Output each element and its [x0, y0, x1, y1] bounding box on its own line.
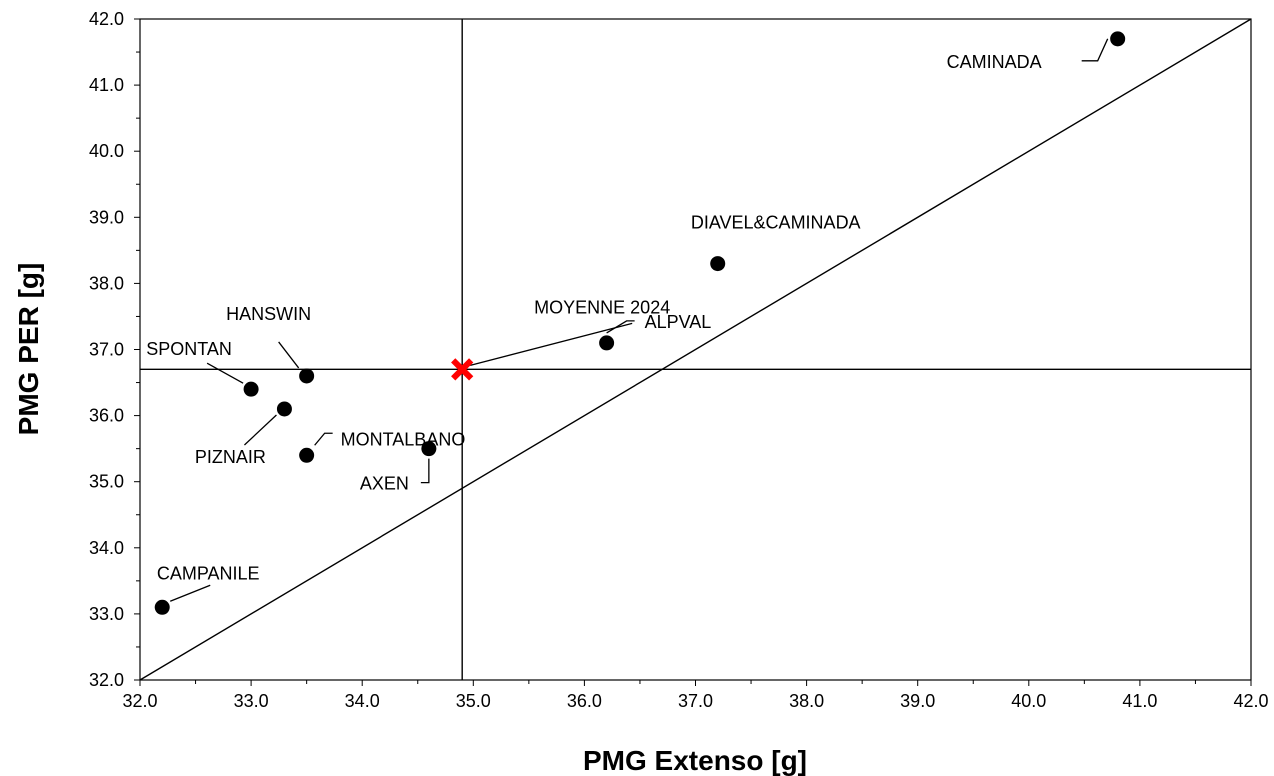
x-tick-label: 39.0: [900, 691, 935, 711]
axes-layer: 32.0 33.0 34.0 35.0 36.0 37.0 38.0 39.0 40.0 41.0…: [89, 9, 1269, 711]
x-tick-label: 34.0: [345, 691, 380, 711]
average-marker: [451, 358, 474, 381]
point-label: PIZNAIR: [195, 447, 266, 467]
leader-line-montalbano: [314, 432, 333, 446]
equality-diagonal-line: [139, 18, 1252, 681]
point-label: CAMINADA: [947, 52, 1042, 72]
x-tick-label: 40.0: [1011, 691, 1046, 711]
data-points: [154, 31, 1126, 615]
reference-lines: [139, 18, 1252, 681]
x-axis-title: PMG Extenso [g]: [583, 745, 807, 776]
x-tick-label: 32.0: [122, 691, 157, 711]
data-point: [243, 381, 259, 397]
x-tick-label: 37.0: [678, 691, 713, 711]
point-label: MONTALBANO: [341, 429, 466, 449]
point-label: SPONTAN: [146, 339, 232, 359]
point-label: HANSWIN: [226, 304, 311, 324]
data-point: [276, 401, 292, 417]
y-tick-label: 36.0: [89, 406, 124, 426]
y-tick-label: 41.0: [89, 75, 124, 95]
point-label: DIAVEL&CAMINADA: [691, 213, 861, 233]
data-point: [710, 256, 726, 272]
y-tick-label: 37.0: [89, 340, 124, 360]
y-tick-label: 40.0: [89, 141, 124, 161]
average-label: MOYENNE 2024: [534, 297, 670, 317]
point-labels: CAMINADA DIAVEL&CAMINADA ALPVAL HANSWIN SPON…: [146, 52, 1041, 583]
leader-line-spontan: [206, 362, 244, 384]
leader-line-piznair: [243, 414, 277, 446]
x-tick-label: 36.0: [567, 691, 602, 711]
data-point: [421, 441, 437, 457]
point-label: ALPVAL: [645, 312, 712, 332]
y-tick-label: 38.0: [89, 273, 124, 293]
y-tick-label: 32.0: [89, 670, 124, 690]
x-tick-label: 35.0: [456, 691, 491, 711]
y-tick-label: 39.0: [89, 207, 124, 227]
leader-line-caminada: [1081, 38, 1109, 62]
y-tick-label: 35.0: [89, 472, 124, 492]
leader-lines: [169, 38, 1109, 602]
data-point: [299, 447, 315, 463]
x-tick-label: 33.0: [234, 691, 269, 711]
data-point: [1110, 31, 1126, 47]
x-tick-label: 41.0: [1122, 691, 1157, 711]
x-tick-label: 38.0: [789, 691, 824, 711]
data-point: [599, 335, 615, 351]
y-axis-title: PMG PER [g]: [13, 263, 44, 436]
leader-line-campanile: [169, 584, 211, 602]
leader-line-hanswin: [278, 341, 300, 369]
point-label: AXEN: [360, 474, 409, 494]
point-label: CAMPANILE: [157, 563, 260, 583]
x-tick-label: 42.0: [1233, 691, 1268, 711]
y-tick-label: 34.0: [89, 538, 124, 558]
data-point: [299, 368, 315, 384]
leader-line-moyenne-2024: [470, 322, 633, 366]
y-tick-label: 42.0: [89, 9, 124, 29]
leader-line-axen: [420, 458, 430, 484]
data-point: [154, 599, 170, 615]
y-tick-label: 33.0: [89, 604, 124, 624]
